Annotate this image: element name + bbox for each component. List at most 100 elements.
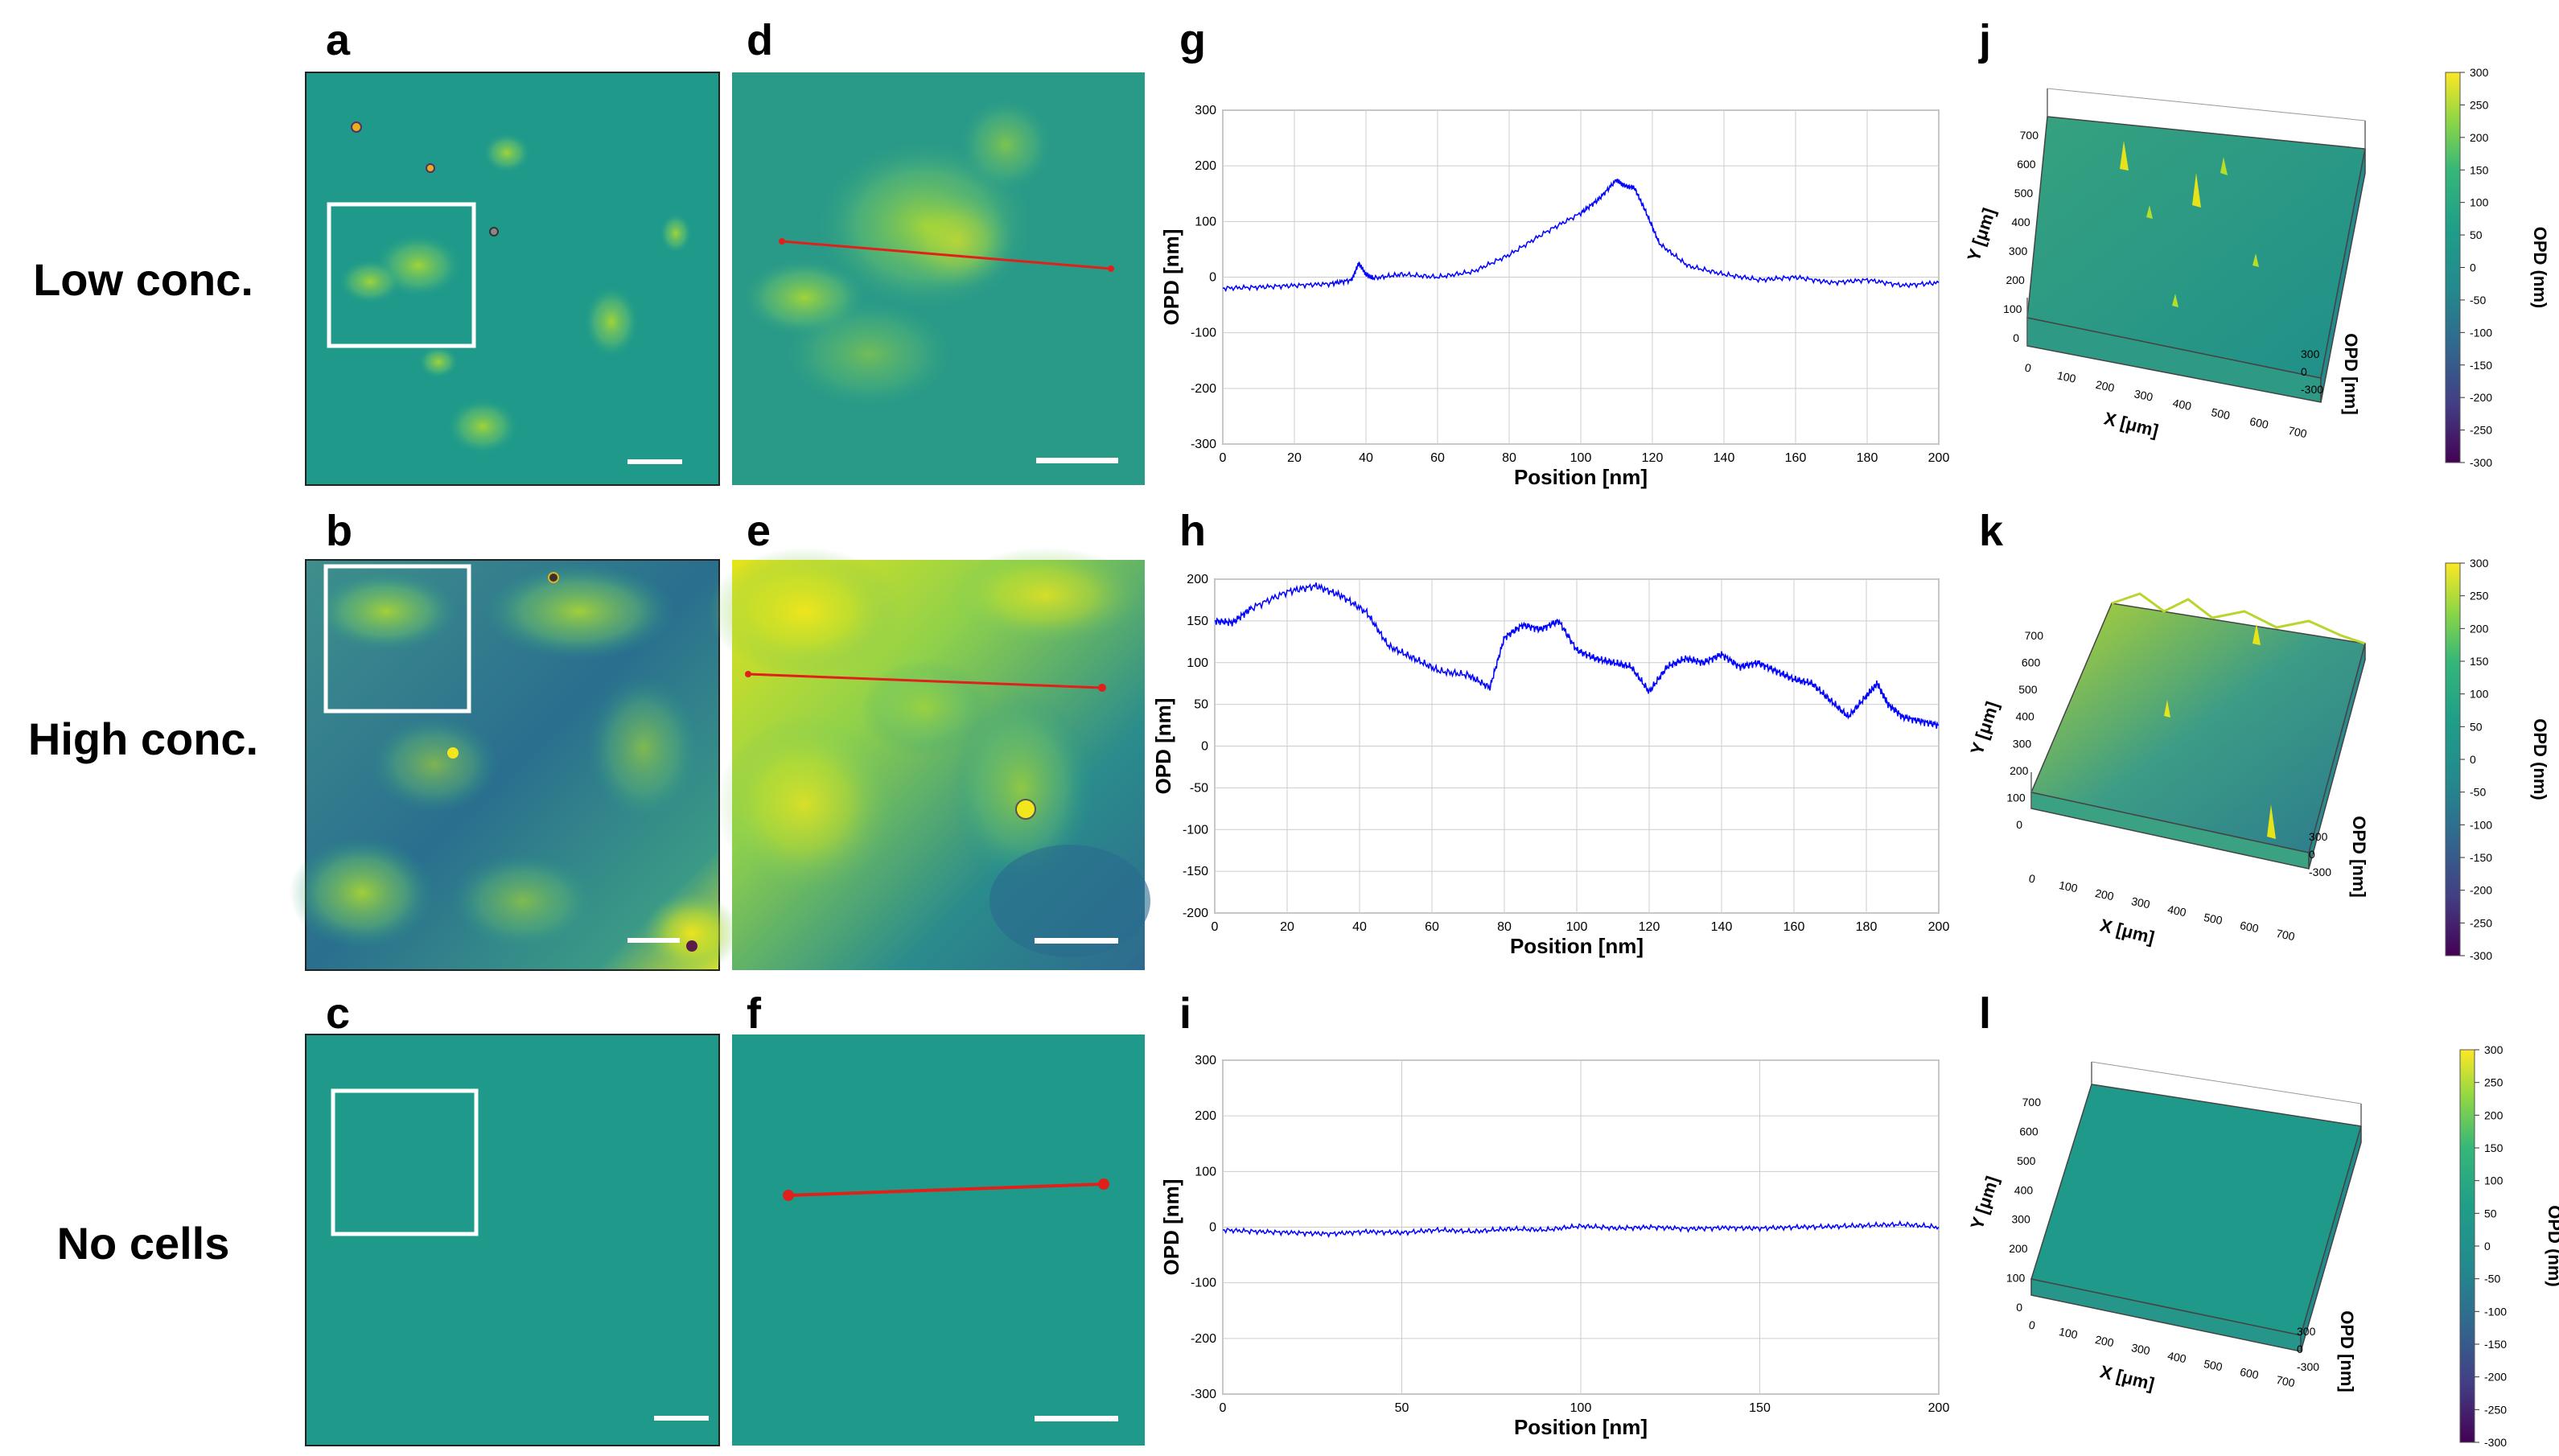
- scale-bar-e: [1035, 938, 1118, 944]
- x3d-axis-title: X [μm]: [2098, 915, 2156, 948]
- y3d-tick-label: 600: [2022, 656, 2041, 669]
- chart-i: 0 50 100 150 200 -300 -200 -100 0 100 200 300 Positi…: [1159, 1054, 1949, 1439]
- x-tick-label: 60: [1425, 920, 1439, 934]
- colorbar-tick-label: -100: [2470, 326, 2492, 339]
- profile-line-h: [1214, 582, 1940, 729]
- x-tick-label: 200: [1928, 920, 1950, 934]
- x3d-tick-label: 400: [2166, 1349, 2187, 1366]
- y-tick-label: -200: [1191, 382, 1216, 396]
- panel-letter-i: i: [1179, 989, 1191, 1038]
- colorbar-tick-label: 50: [2470, 720, 2483, 733]
- image-e-high-conc-zoom: [708, 547, 1150, 970]
- x-tick-label: 120: [1642, 451, 1664, 465]
- x3d-tick-label: 200: [2095, 378, 2116, 395]
- colorbar-tick-label: -300: [2484, 1436, 2507, 1449]
- colorbar-tick-label: 150: [2470, 655, 2489, 668]
- zoom-box-c: [331, 1088, 479, 1236]
- panel-letter-j: j: [1978, 16, 1991, 64]
- colorbar-tick-label: 100: [2470, 196, 2489, 209]
- row-label-low: Low conc.: [33, 254, 253, 305]
- scale-bar-d: [1036, 458, 1118, 463]
- y-tick-label: -150: [1183, 865, 1208, 878]
- image-a-low-conc-overview: [305, 72, 720, 486]
- panel-letter-e: e: [747, 507, 771, 555]
- x3d-tick-label: 500: [2203, 1357, 2224, 1374]
- z3d-axis-title: OPD [nm]: [2349, 816, 2369, 897]
- x3d-tick-label: 500: [2203, 911, 2224, 927]
- y3d-tick-label: 500: [2018, 683, 2038, 696]
- x-tick-label: 140: [1714, 451, 1735, 465]
- y-tick-label: 100: [1187, 656, 1208, 670]
- profile-line-g: [1222, 179, 1940, 293]
- colorbar-tick-label: -250: [2470, 916, 2492, 929]
- y3d-axis-title: Y [μm]: [1963, 205, 1999, 263]
- zoom-box-a: [327, 202, 476, 348]
- colorbar-tick-label: 300: [2484, 1043, 2503, 1056]
- colorbar-tick-label: -150: [2470, 851, 2492, 864]
- panel-letter-f: f: [747, 989, 762, 1038]
- colorbar-tick-label: 0: [2484, 1240, 2491, 1252]
- colorbar-l: 300 250 200 150 100 50 0 -50 -100 -150 -200 -250 -30…: [2459, 1043, 2559, 1449]
- y3d-tick-label: 0: [2016, 818, 2022, 831]
- x3d-tick-label: 0: [2028, 1318, 2037, 1331]
- y-tick-label: -300: [1191, 1388, 1216, 1401]
- z3d-tick-label: 300: [2309, 830, 2328, 843]
- z3d-tick-label: 0: [2301, 365, 2307, 378]
- colorbar-tick-label: 250: [2470, 590, 2489, 603]
- colorbar-tick-label: 200: [2470, 131, 2489, 144]
- x-tick-label: 120: [1639, 920, 1660, 934]
- y3d-tick-label: 300: [2009, 245, 2028, 257]
- colorbar-tick-label: -300: [2470, 949, 2492, 962]
- x-tick-label: 100: [1566, 920, 1588, 934]
- y-tick-label: -100: [1191, 1277, 1216, 1290]
- colorbar-tick-label: -250: [2484, 1403, 2507, 1416]
- colorbar-tick-label: -150: [2484, 1338, 2507, 1351]
- y3d-tick-label: 600: [2017, 158, 2036, 171]
- x-axis-title: Position [nm]: [1514, 465, 1648, 489]
- y3d-tick-label: 700: [2020, 129, 2039, 142]
- y-tick-label: -300: [1191, 438, 1216, 451]
- colorbar-k: 300 250 200 150 100 50 0 -50 -100 -150 -200 -250 -30…: [2445, 557, 2550, 962]
- scale-bar-f: [1035, 1416, 1118, 1421]
- scan-start-d: [779, 238, 785, 245]
- x-tick-label: 80: [1497, 920, 1512, 934]
- z3d-tick-label: -300: [2309, 866, 2331, 878]
- y-tick-label: -50: [1190, 781, 1208, 795]
- x-axis-title: Position [nm]: [1510, 934, 1644, 958]
- z3d-tick-label: 300: [2301, 348, 2320, 360]
- y3d-tick-label: 100: [2006, 1272, 2026, 1285]
- scan-end-f: [1098, 1178, 1109, 1190]
- colorbar-tick-label: -100: [2470, 818, 2492, 831]
- x3d-tick-label: 200: [2094, 1333, 2115, 1350]
- z3d-axis-title: OPD [nm]: [2341, 333, 2361, 414]
- image-b-high-conc-overview: [290, 559, 740, 973]
- y3d-axis-title: Y [μm]: [1966, 1174, 2002, 1232]
- y-axis-title: OPD [nm]: [1159, 1179, 1183, 1276]
- x3d-axis-title: X [μm]: [2102, 408, 2160, 441]
- y-tick-label: -100: [1183, 823, 1208, 837]
- colorbar-tick-label: 100: [2484, 1174, 2503, 1187]
- z3d-axis-title: OPD [nm]: [2337, 1310, 2357, 1392]
- panel-letter-g: g: [1179, 16, 1206, 64]
- colorbar-tick-label: 0: [2470, 753, 2476, 766]
- y-tick-label: -100: [1191, 327, 1216, 340]
- z3d-tick-label: 300: [2297, 1325, 2316, 1338]
- x-tick-label: 0: [1220, 1401, 1227, 1415]
- z3d-tick-label: -300: [2297, 1360, 2319, 1373]
- x-tick-label: 180: [1856, 920, 1878, 934]
- panel-letter-k: k: [1979, 507, 2004, 555]
- axes-3d-k: 0 100 200 300 400 500 600 700 Y [μm] 0 100 200 300 40…: [1966, 629, 2369, 948]
- scan-start-e: [745, 671, 751, 677]
- colorbar-tick-label: 50: [2484, 1207, 2497, 1220]
- x3d-tick-label: 100: [2058, 1325, 2079, 1342]
- zoom-box-b: [323, 564, 471, 714]
- surface-j: 0 100 200 300 400 500 600 700 Y [μm] 0 100 200 300 40…: [1963, 88, 2366, 441]
- x3d-tick-label: 0: [2024, 360, 2033, 374]
- colorbar-tick-label: 100: [2470, 688, 2489, 701]
- y-tick-label: 150: [1187, 615, 1208, 628]
- x3d-tick-label: 300: [2130, 1341, 2151, 1358]
- x-tick-label: 40: [1352, 920, 1367, 934]
- panel-letter-c: c: [326, 989, 350, 1038]
- colorbar-title: OPD (nm): [2530, 718, 2550, 800]
- colorbar-tick-label: 200: [2484, 1108, 2503, 1121]
